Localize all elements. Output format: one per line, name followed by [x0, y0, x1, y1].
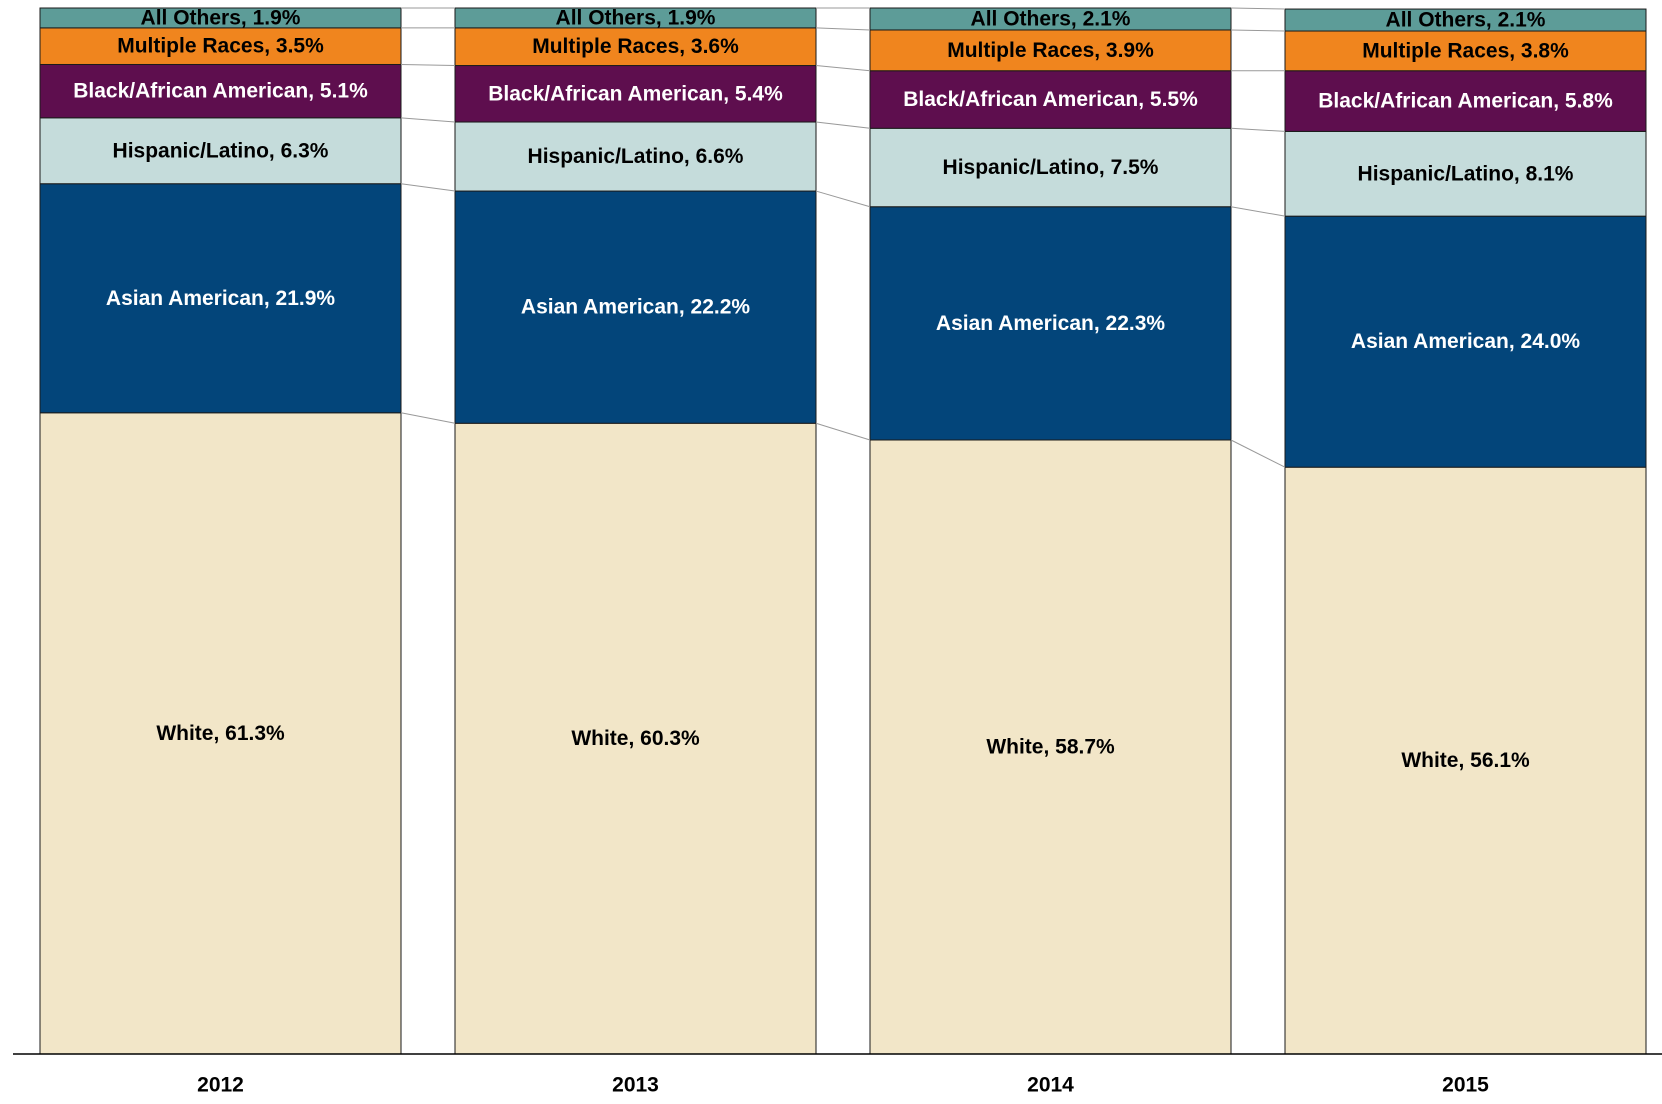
- data-label: White, 56.1%: [1401, 749, 1530, 772]
- data-label: All Others, 1.9%: [141, 6, 301, 29]
- data-label: Asian American, 22.3%: [936, 312, 1165, 335]
- connector-line: [1230, 7, 1286, 10]
- bar-segment: [454, 422, 817, 1055]
- data-label: White, 60.3%: [571, 727, 700, 750]
- x-tick-label: 2014: [1027, 1074, 1074, 1097]
- data-label: All Others, 2.1%: [971, 8, 1131, 31]
- data-label: White, 58.7%: [986, 736, 1115, 759]
- connector-line: [1230, 127, 1286, 132]
- bar-segment: [1284, 30, 1647, 72]
- data-label: Multiple Races, 3.6%: [532, 35, 739, 58]
- bar-segment: [454, 65, 817, 123]
- bar-segment: [454, 7, 817, 29]
- data-label: Black/African American, 5.4%: [488, 82, 783, 105]
- data-label: Asian American, 24.0%: [1351, 330, 1580, 353]
- bar-segment: [39, 183, 402, 414]
- connector-line: [1230, 29, 1286, 32]
- bar-segment: [454, 121, 817, 192]
- x-tick-label: 2012: [197, 1074, 244, 1097]
- bar-segment: [869, 439, 1232, 1055]
- x-tick-label: 2015: [1442, 1074, 1489, 1097]
- data-label: Hispanic/Latino, 6.6%: [528, 145, 744, 168]
- data-label: White, 61.3%: [156, 722, 285, 745]
- connector-line: [400, 117, 456, 123]
- connector-line: [400, 183, 456, 192]
- data-label: Asian American, 21.9%: [106, 287, 335, 310]
- connector-line: [1230, 206, 1286, 217]
- data-label: Hispanic/Latino, 8.1%: [1358, 162, 1574, 185]
- bar-segment: [1284, 8, 1647, 32]
- connector-line: [815, 190, 871, 208]
- x-tick-label: 2013: [612, 1074, 659, 1097]
- data-label: Black/African American, 5.1%: [73, 80, 368, 103]
- bar-segment: [1284, 215, 1647, 468]
- data-label: Asian American, 22.2%: [521, 296, 750, 319]
- data-label: Multiple Races, 3.5%: [117, 35, 324, 58]
- connector-line: [815, 65, 871, 72]
- bar-segment: [39, 27, 402, 65]
- data-label: Black/African American, 5.5%: [903, 88, 1198, 111]
- connector-line: [1230, 439, 1286, 468]
- bar-segment: [869, 70, 1232, 129]
- bar-segment: [39, 7, 402, 29]
- bar-segment: [454, 190, 817, 424]
- bar-segment: [1284, 70, 1647, 132]
- connector-line: [400, 63, 456, 67]
- bar-segment: [1284, 130, 1647, 217]
- bar-segment: [869, 127, 1232, 208]
- data-label: Multiple Races, 3.8%: [1362, 39, 1569, 62]
- data-label: All Others, 1.9%: [556, 6, 716, 29]
- bar-segment: [39, 63, 402, 119]
- bar-segment: [869, 7, 1232, 31]
- data-label: Multiple Races, 3.9%: [947, 39, 1154, 62]
- connector-line: [815, 27, 871, 31]
- bar-segment: [1284, 466, 1647, 1055]
- bar-segment: [39, 412, 402, 1055]
- data-label: Hispanic/Latino, 7.5%: [943, 156, 1159, 179]
- connector-line: [400, 412, 456, 424]
- data-label: Hispanic/Latino, 6.3%: [113, 139, 329, 162]
- bar-segment: [869, 206, 1232, 441]
- connector-line: [815, 422, 871, 441]
- data-label: Black/African American, 5.8%: [1318, 90, 1613, 113]
- connector-line: [815, 121, 871, 129]
- data-label: All Others, 2.1%: [1386, 9, 1546, 32]
- bar-segment: [869, 29, 1232, 72]
